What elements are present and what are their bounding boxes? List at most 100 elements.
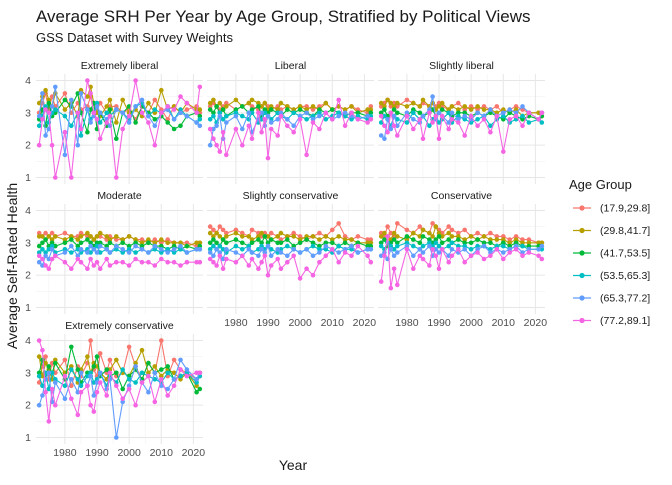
data-point	[46, 266, 52, 272]
data-point	[178, 373, 183, 379]
data-point	[462, 259, 468, 265]
data-point	[317, 104, 322, 109]
data-point	[436, 266, 442, 272]
data-point	[420, 136, 426, 141]
data-point	[197, 117, 203, 122]
data-point	[88, 91, 93, 96]
data-point	[539, 120, 545, 125]
data-point	[449, 247, 455, 252]
data-point	[152, 110, 158, 116]
data-point	[246, 263, 252, 268]
data-point	[120, 240, 125, 246]
data-point	[159, 367, 164, 372]
data-point	[259, 110, 264, 116]
data-point	[197, 240, 203, 246]
data-point	[336, 97, 342, 103]
data-point	[349, 117, 354, 122]
data-point	[133, 360, 138, 366]
facet-strip-label: Extremely liberal	[81, 60, 159, 72]
data-point	[53, 402, 58, 408]
data-point	[88, 240, 93, 246]
data-point	[133, 104, 138, 109]
data-point	[85, 354, 90, 359]
data-point	[304, 266, 309, 272]
data-point	[265, 272, 271, 278]
data-point	[43, 230, 48, 236]
data-point	[159, 256, 164, 262]
data-point	[114, 237, 119, 242]
data-point	[197, 123, 203, 129]
data-point	[507, 110, 512, 116]
data-point	[388, 126, 394, 132]
data-point	[391, 123, 397, 129]
data-point	[246, 100, 252, 106]
data-point	[488, 129, 493, 135]
data-point	[240, 142, 245, 148]
legend-label: (17.9,29.8]	[600, 203, 650, 215]
data-point	[207, 100, 213, 106]
data-point	[46, 234, 52, 239]
data-point	[36, 117, 42, 122]
data-point	[404, 240, 410, 246]
data-point	[259, 240, 264, 246]
data-point	[36, 402, 42, 408]
data-point	[304, 247, 309, 252]
data-point	[481, 243, 487, 249]
data-point	[404, 227, 410, 233]
data-point	[355, 243, 361, 249]
data-point	[404, 247, 410, 252]
data-point	[382, 104, 387, 109]
data-point	[456, 113, 461, 119]
legend-label: (65.3,77.2]	[600, 293, 650, 305]
data-point	[53, 175, 58, 180]
data-point	[146, 113, 151, 119]
data-point	[513, 237, 519, 242]
data-point	[85, 383, 90, 389]
data-point	[46, 100, 52, 106]
data-point	[114, 370, 119, 376]
data-point	[171, 240, 177, 246]
data-point	[49, 104, 55, 109]
data-point	[420, 113, 426, 119]
data-point	[49, 247, 55, 252]
data-point	[378, 234, 384, 239]
data-point	[475, 117, 480, 122]
data-point	[395, 100, 400, 106]
data-point	[513, 104, 519, 109]
data-point	[378, 240, 384, 246]
data-point	[449, 104, 455, 109]
data-point	[62, 396, 68, 402]
data-point	[152, 97, 158, 103]
data-point	[268, 230, 274, 236]
data-point	[430, 243, 435, 249]
data-point	[278, 113, 284, 119]
data-point	[378, 133, 384, 138]
legend-key-point	[579, 317, 585, 324]
facet-panel: Extremely conservative 1 2 3 4 1980 1990 2000 20…	[25, 320, 205, 459]
data-point	[214, 247, 219, 252]
data-point	[355, 110, 361, 116]
data-point	[75, 256, 81, 262]
data-point	[262, 234, 268, 239]
data-point	[536, 247, 541, 252]
data-point	[456, 247, 461, 252]
data-point	[420, 243, 426, 249]
data-point	[378, 100, 384, 106]
data-point	[91, 409, 97, 414]
data-point	[275, 110, 281, 116]
data-point	[336, 259, 342, 265]
data-point	[194, 243, 199, 249]
data-point	[75, 247, 81, 252]
data-point	[430, 221, 435, 226]
data-point	[420, 250, 426, 255]
data-point	[178, 263, 183, 268]
data-point	[46, 419, 52, 424]
data-point	[265, 110, 271, 116]
data-point	[349, 104, 354, 109]
data-point	[62, 152, 68, 158]
data-point	[62, 107, 68, 112]
data-point	[107, 234, 113, 239]
data-point	[46, 386, 52, 392]
data-point	[178, 94, 183, 99]
data-point	[240, 240, 245, 246]
